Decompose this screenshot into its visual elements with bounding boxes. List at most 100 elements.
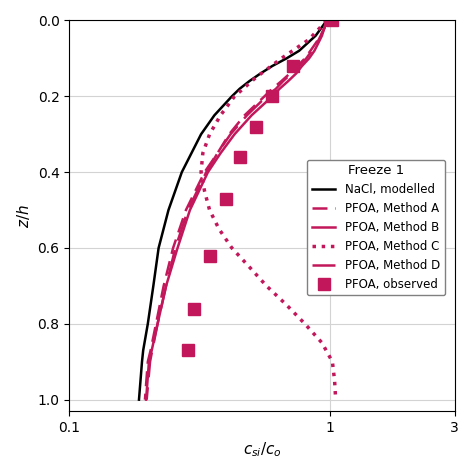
PFOA, Method C [246, 264, 252, 270]
Legend: NaCl, modelled, PFOA, Method A, PFOA, Method B, PFOA, Method C, PFOA, Method D, : NaCl, modelled, PFOA, Method A, PFOA, Me… [307, 160, 445, 295]
PFOA, Method B [149, 347, 155, 353]
PFOA, Method A [215, 150, 220, 156]
PFOA, Method C [279, 55, 284, 61]
PFOA, Method A [142, 397, 148, 402]
PFOA, Method D [215, 150, 220, 156]
PFOA, Method C [253, 74, 259, 80]
PFOA, Method C [202, 188, 208, 194]
Line: PFOA, observed: PFOA, observed [182, 14, 338, 356]
PFOA, observed [329, 18, 335, 23]
PFOA, Method D [155, 321, 160, 327]
PFOA, Method D [163, 283, 169, 289]
PFOA, Method C [324, 18, 329, 23]
PFOA, Method D [296, 63, 302, 69]
PFOA, Method D [144, 397, 149, 402]
PFOA, Method C [333, 397, 338, 402]
PFOA, Method A [145, 359, 151, 365]
PFOA, Method C [218, 112, 223, 118]
PFOA, Method A [287, 71, 292, 76]
NaCl, modelled [211, 112, 217, 118]
NaCl, modelled [246, 78, 252, 84]
PFOA, Method A [226, 131, 232, 137]
PFOA, Method D [149, 347, 155, 353]
PFOA, Method C [302, 321, 308, 327]
PFOA, observed [185, 347, 191, 353]
PFOA, observed [207, 253, 212, 258]
PFOA, Method D [324, 18, 329, 23]
PFOA, Method B [311, 48, 317, 54]
PFOA, observed [237, 154, 243, 160]
PFOA, Method A [308, 48, 313, 54]
PFOA, Method D [147, 359, 153, 365]
PFOA, Method B [249, 112, 255, 118]
NaCl, modelled [179, 169, 185, 175]
PFOA, Method A [279, 78, 284, 84]
PFOA, Method D [264, 93, 269, 99]
PFOA, Method A [313, 40, 319, 46]
PFOA, Method B [324, 18, 329, 23]
PFOA, Method B [163, 283, 169, 289]
Line: PFOA, Method D: PFOA, Method D [146, 20, 327, 400]
PFOA, Method B [143, 397, 149, 402]
PFOA, Method A [324, 18, 329, 23]
PFOA, Method A [302, 55, 308, 61]
PFOA, Method A [318, 33, 324, 38]
NaCl, modelled [136, 397, 142, 402]
PFOA, observed [269, 93, 275, 99]
PFOA, Method C [200, 150, 206, 156]
PFOA, Method B [175, 245, 181, 251]
PFOA, Method C [232, 93, 237, 99]
PFOA, Method B [155, 321, 160, 327]
NaCl, modelled [140, 347, 146, 353]
PFOA, Method C [229, 245, 235, 251]
PFOA, Method D [309, 48, 315, 54]
PFOA, Method B [299, 63, 305, 69]
Line: PFOA, Method C: PFOA, Method C [201, 20, 336, 400]
NaCl, modelled [139, 359, 145, 365]
PFOA, Method A [295, 63, 301, 69]
NaCl, modelled [156, 245, 162, 251]
PFOA, Method C [264, 283, 269, 289]
Y-axis label: $z/h$: $z/h$ [15, 204, 32, 228]
PFOA, Method A [262, 93, 267, 99]
PFOA, observed [191, 306, 197, 311]
NaCl, modelled [165, 207, 171, 213]
PFOA, Method D [321, 25, 327, 31]
NaCl, modelled [269, 63, 275, 69]
Line: PFOA, Method B: PFOA, Method B [146, 20, 327, 400]
PFOA, Method A [148, 347, 154, 353]
NaCl, modelled [296, 48, 302, 54]
PFOA, Method B [232, 131, 237, 137]
NaCl, modelled [145, 321, 151, 327]
PFOA, Method C [283, 302, 289, 308]
NaCl, modelled [150, 283, 156, 289]
NaCl, modelled [324, 18, 329, 23]
PFOA, Method B [218, 150, 223, 156]
PFOA, Method A [321, 25, 327, 31]
NaCl, modelled [283, 55, 289, 61]
PFOA, Method B [306, 55, 312, 61]
PFOA, Method C [207, 207, 212, 213]
PFOA, observed [253, 124, 259, 129]
Line: NaCl, modelled: NaCl, modelled [139, 20, 327, 400]
X-axis label: $c_{si}/c_o$: $c_{si}/c_o$ [243, 440, 282, 459]
PFOA, Method A [170, 245, 176, 251]
NaCl, modelled [229, 93, 235, 99]
PFOA, observed [290, 63, 296, 69]
PFOA, Method B [269, 93, 275, 99]
PFOA, Method B [277, 86, 283, 91]
PFOA, Method D [228, 131, 233, 137]
PFOA, Method A [161, 283, 166, 289]
PFOA, Method B [293, 71, 299, 76]
PFOA, observed [224, 196, 229, 201]
PFOA, Method A [183, 207, 189, 213]
PFOA, Method B [315, 40, 321, 46]
PFOA, Method C [198, 169, 204, 175]
PFOA, Method B [187, 207, 193, 213]
PFOA, Method D [318, 33, 324, 38]
PFOA, Method C [216, 226, 222, 232]
PFOA, Method C [207, 131, 212, 137]
NaCl, modelled [198, 131, 204, 137]
Line: PFOA, Method A: PFOA, Method A [145, 20, 327, 400]
PFOA, Method D [173, 245, 178, 251]
